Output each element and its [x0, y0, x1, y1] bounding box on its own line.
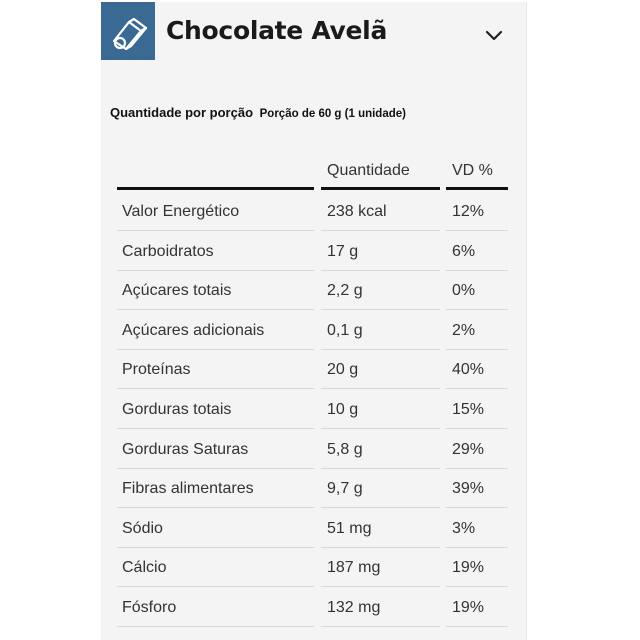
header-rule: [446, 187, 508, 190]
chevron-down-icon[interactable]: [485, 30, 503, 42]
table-row: Proteínas 20 g 40%: [101, 350, 527, 390]
daily-value: 40%: [446, 350, 508, 390]
daily-value: 12%: [446, 192, 508, 231]
table-row: Fibras alimentares 9,7 g 39%: [101, 469, 527, 509]
nutrient-name: Açúcares adicionais: [117, 311, 314, 350]
panel-header[interactable]: Chocolate Avelã: [101, 2, 527, 62]
nutrient-amount: 132 mg: [321, 588, 440, 627]
table-row: Açúcares totais 2,2 g 0%: [101, 271, 527, 311]
table-row: Carboidratos 17 g 6%: [101, 232, 527, 272]
table-row: Cálcio 187 mg 19%: [101, 548, 527, 588]
column-header-quantity: Quantidade: [327, 162, 410, 179]
nutrition-label-icon: [101, 2, 155, 60]
daily-value: 6%: [446, 232, 508, 271]
nutrient-amount: 238 kcal: [321, 192, 440, 231]
daily-value: 29%: [446, 430, 508, 469]
header-rule: [117, 187, 314, 190]
nutrient-amount: 9,7 g: [321, 469, 440, 509]
nutrient-name: Fibras alimentares: [117, 469, 314, 509]
nutrient-amount: 2,2 g: [321, 271, 440, 311]
nutrient-name: Cálcio: [117, 548, 314, 588]
daily-value: 39%: [446, 469, 508, 509]
header-rule: [321, 187, 440, 190]
serving-label: Quantidade por porção: [110, 105, 254, 120]
nutrient-name: Fósforo: [117, 588, 314, 627]
table-row: Gorduras totais 10 g 15%: [101, 390, 527, 430]
column-header-dv: VD %: [452, 162, 493, 179]
page-title: Chocolate Avelã: [166, 16, 388, 45]
daily-value: 0%: [446, 271, 508, 311]
nutrient-amount: 51 mg: [321, 509, 440, 548]
nutrient-amount: 0,1 g: [321, 311, 440, 350]
nutrient-name: Gorduras Saturas: [117, 430, 314, 469]
portion-size: Porção de 60 g (1 unidade): [259, 108, 406, 120]
daily-value: 19%: [446, 548, 508, 588]
nutrient-name: Gorduras totais: [117, 390, 314, 429]
table-row: Açúcares adicionais 0,1 g 2%: [101, 311, 527, 351]
daily-value: 19%: [446, 588, 508, 627]
nutrient-name: Açúcares totais: [117, 271, 314, 311]
serving-info: Quantidade por porção Porção de 60 g (1 …: [110, 105, 406, 120]
nutrient-amount: 187 mg: [321, 548, 440, 588]
nutrition-panel: Chocolate Avelã Quantidade por porção Po…: [101, 2, 527, 640]
table-row: Gorduras Saturas 5,8 g 29%: [101, 430, 527, 470]
daily-value: 15%: [446, 390, 508, 429]
nutrient-amount: 17 g: [321, 232, 440, 271]
table-row: Fósforo 132 mg 19%: [101, 588, 527, 628]
nutrient-name: Proteínas: [117, 350, 314, 390]
nutrient-amount: 5,8 g: [321, 430, 440, 469]
nutrient-name: Valor Energético: [117, 192, 314, 231]
daily-value: 3%: [446, 509, 508, 548]
nutrient-name: Sódio: [117, 509, 314, 548]
nutrient-amount: 20 g: [321, 350, 440, 390]
daily-value: 2%: [446, 311, 508, 350]
nutrient-name: Carboidratos: [117, 232, 314, 271]
table-row: Sódio 51 mg 3%: [101, 509, 527, 549]
nutrient-amount: 10 g: [321, 390, 440, 429]
table-row: Valor Energético 238 kcal 12%: [101, 192, 527, 232]
